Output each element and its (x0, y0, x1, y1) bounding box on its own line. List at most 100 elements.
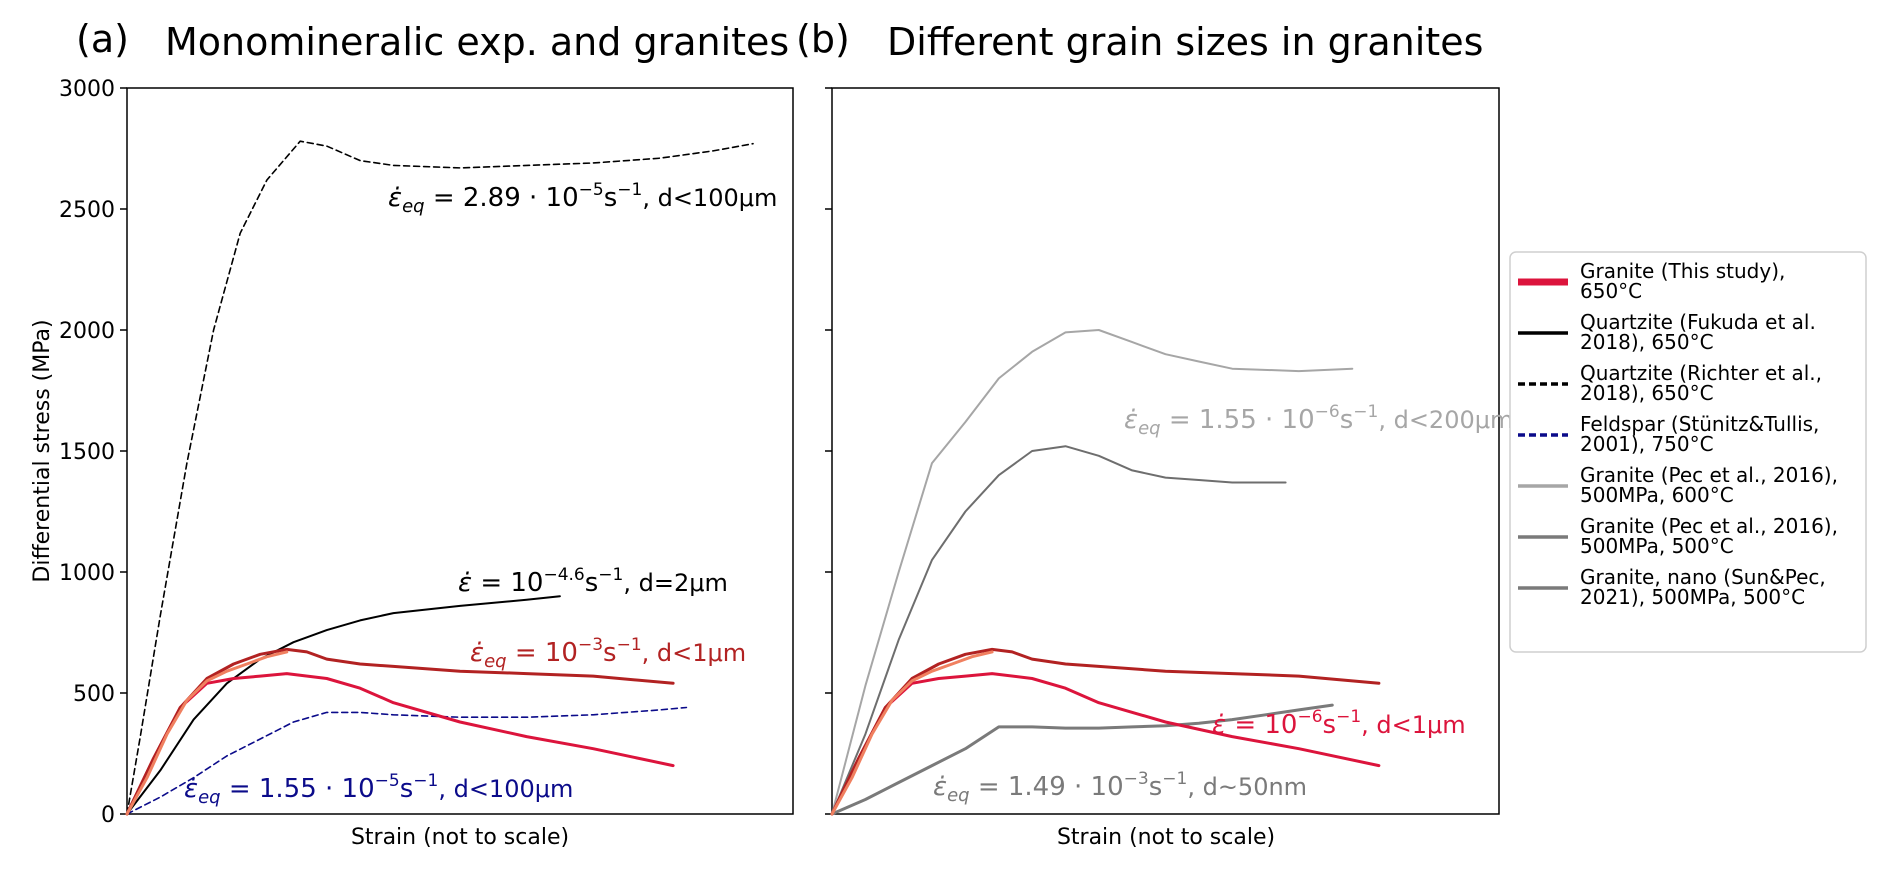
annotation-part: , d<1μm (1361, 711, 1466, 739)
annotation-b3: ε̇eq = 1.49 · 10−3s−1, d~50nm (933, 769, 1307, 806)
annotation-part: ε̇ (458, 568, 472, 598)
panel-a-label: (a) (76, 17, 129, 61)
panel-a-y-axis-label: Differential stress (MPa) (30, 319, 55, 582)
panel-b-label: (b) (796, 17, 850, 61)
annotation-a4: ε̇eq = 1.55 · 10−5s−1, d<100μm (184, 771, 573, 808)
panel-a-series (125, 140, 754, 816)
annotation-part: −5 (375, 771, 400, 791)
annotation-part: −3 (578, 635, 603, 655)
legend-label-line1: Granite (This study), (1580, 259, 1785, 283)
annotation-part: s (585, 568, 599, 598)
annotation-part: , d=2μm (623, 569, 728, 597)
y-tick-label: 0 (101, 803, 115, 828)
series-line-stunitz (126, 706, 688, 815)
annotation-part: −6 (1315, 402, 1340, 422)
annotation-part: , d<100μm (438, 775, 573, 803)
annotation-part: −4.6 (543, 565, 584, 585)
annotation-part: = 1.55 · 10 (221, 774, 375, 804)
series-line-fukuda (126, 595, 561, 815)
annotation-part: = 10 (472, 568, 543, 598)
annotation-part: eq (402, 196, 425, 217)
annotation-part: −1 (617, 635, 642, 655)
y-tick-label: 2000 (59, 319, 115, 344)
legend-label-line1: Granite, nano (Sun&Pec, (1580, 565, 1826, 589)
annotation-a3: ε̇eq = 10−3s−1, d<1μm (470, 635, 746, 672)
annotation-b2: ε̇ = 10−6s−1, d<1μm (1212, 707, 1466, 740)
y-tick-label: 1000 (59, 561, 115, 586)
panel-a-x-axis-label: Strain (not to scale) (351, 825, 569, 850)
annotation-part: eq (484, 651, 507, 672)
annotation-part: , d<100μm (642, 184, 777, 212)
annotation-part: ε̇ (470, 638, 484, 668)
annotation-part: eq (198, 787, 221, 808)
annotation-part: = 10 (507, 638, 578, 668)
annotation-part: , d~50nm (1187, 773, 1307, 801)
series-line-nano (830, 703, 1334, 816)
annotation-part: s (603, 638, 617, 668)
annotation-part: ε̇ (1124, 405, 1138, 435)
annotation-part: s (604, 183, 618, 213)
series-line-richter (126, 140, 754, 815)
annotation-part: s (1149, 772, 1163, 802)
legend-label-line2: 2021), 500MPa, 500°C (1580, 585, 1805, 609)
annotation-part: ε̇ (184, 774, 198, 804)
annotation-part: s (400, 774, 414, 804)
legend: Granite (This study),650°C Quartzite (Fuk… (1509, 251, 1867, 653)
annotation-part: −1 (1336, 707, 1361, 727)
annotation-part: ε̇ (933, 772, 947, 802)
y-tick-label: 500 (73, 682, 115, 707)
annotation-part: ε̇ (388, 183, 402, 213)
panel-a-y-ticks: 0 500 1000 1500 2000 2500 3000 (59, 77, 127, 828)
legend-label-line1: Quartzite (Fukuda et al. (1580, 310, 1816, 334)
annotation-a1: ε̇eq = 2.89 · 10−5s−1, d<100μm (388, 180, 777, 217)
annotation-part: eq (947, 785, 970, 806)
annotation-part: = 1.49 · 10 (970, 772, 1124, 802)
annotation-part: s (1340, 405, 1354, 435)
legend-label-line1: Quartzite (Richter et al., (1580, 361, 1822, 385)
legend-label-line2: 650°C (1580, 279, 1642, 303)
series-line-this-salmon (830, 650, 994, 816)
annotation-part: = 10 (1226, 710, 1297, 740)
annotation-part: −5 (579, 180, 604, 200)
y-tick-label: 3000 (59, 77, 115, 102)
annotation-b1: ε̇eq = 1.55 · 10−6s−1, d<200μm (1124, 402, 1513, 439)
annotation-a2: ε̇ = 10−4.6s−1, d=2μm (458, 565, 728, 598)
annotation-part: ε̇ (1212, 710, 1226, 740)
annotation-part: −1 (1162, 769, 1187, 789)
annotation-part: = 2.89 · 10 (425, 183, 579, 213)
annotation-part: −1 (598, 565, 623, 585)
y-tick-label: 2500 (59, 198, 115, 223)
annotation-part: eq (1138, 418, 1161, 439)
annotation-part: −1 (1353, 402, 1378, 422)
legend-label-line2: 2001), 750°C (1580, 432, 1714, 456)
series-line-pec600 (831, 329, 1354, 815)
panel-b-frame (831, 87, 1500, 815)
panel-b-y-ticks (825, 87, 832, 815)
annotation-part: = 1.55 · 10 (1161, 405, 1315, 435)
annotation-part: , d<200μm (1378, 406, 1513, 434)
annotation-part: −3 (1124, 769, 1149, 789)
y-tick-label: 1500 (59, 440, 115, 465)
panel-b-title: Different grain sizes in granites (887, 20, 1483, 64)
legend-label-line2: 500MPa, 500°C (1580, 534, 1734, 558)
legend-label-line2: 2018), 650°C (1580, 381, 1714, 405)
annotation-part: s (1323, 710, 1337, 740)
panel-a-title: Monomineralic exp. and granites (165, 20, 789, 64)
annotation-part: −6 (1297, 707, 1322, 727)
series-line-pec500 (831, 445, 1287, 815)
annotation-part: −1 (413, 771, 438, 791)
panel-b-x-axis-label: Strain (not to scale) (1057, 825, 1275, 850)
legend-label-line1: Granite (Pec et al., 2016), (1580, 514, 1838, 538)
legend-label-line1: Granite (Pec et al., 2016), (1580, 463, 1838, 487)
panel-b-series (830, 329, 1381, 816)
legend-frame (1509, 251, 1867, 653)
series-line-this-salmon (125, 650, 289, 816)
legend-label-line2: 2018), 650°C (1580, 330, 1714, 354)
annotation-part: −1 (617, 180, 642, 200)
legend-label-line1: Feldspar (Stünitz&Tullis, (1580, 412, 1819, 436)
legend-label-line2: 500MPa, 600°C (1580, 483, 1734, 507)
annotation-part: , d<1μm (642, 639, 747, 667)
